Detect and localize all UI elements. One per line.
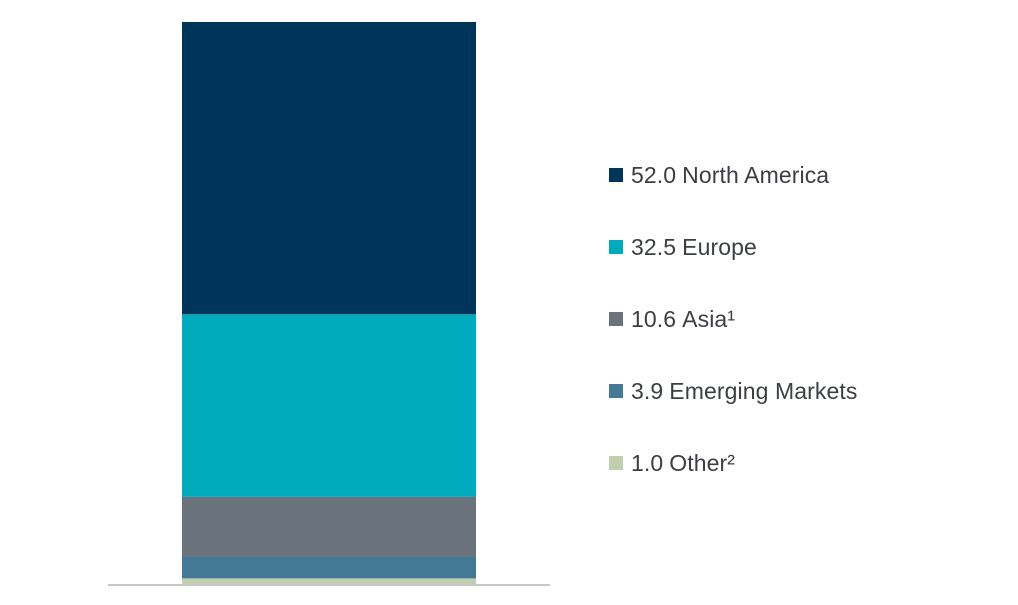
legend-label: 1.0 Other² (631, 450, 735, 477)
legend-value: 32.5 (631, 233, 677, 260)
legend-item: 3.9 Emerging Markets (609, 371, 1009, 411)
legend-label: 52.0 North America (631, 162, 829, 189)
legend-swatch (609, 312, 623, 326)
legend-label: 3.9 Emerging Markets (631, 378, 858, 405)
legend-value: 3.9 (631, 377, 664, 404)
legend-item: 32.5 Europe (609, 227, 1009, 267)
bar-segment-europe (182, 314, 476, 497)
chart-legend: 52.0 North America 32.5 Europe 10.6 Asia¹ 3.9 E… (609, 155, 1009, 515)
legend-swatch (609, 168, 623, 182)
legend-item: 10.6 Asia¹ (609, 299, 1009, 339)
legend-value: 10.6 (631, 305, 677, 332)
legend-item: 52.0 North America (609, 155, 1009, 195)
legend-value: 1.0 (631, 449, 664, 476)
bar-segment-emerging-markets (182, 556, 476, 579)
legend-swatch (609, 240, 623, 254)
legend-swatch (609, 384, 623, 398)
legend-series-name: Asia¹ (682, 305, 736, 332)
bar-segment-other (182, 578, 476, 584)
legend-label: 32.5 Europe (631, 234, 757, 261)
legend-label: 10.6 Asia¹ (631, 306, 735, 333)
legend-series-name: North America (682, 161, 830, 188)
bar-segment-north-america (182, 22, 476, 315)
legend-item: 1.0 Other² (609, 443, 1009, 483)
legend-series-name: Other² (669, 449, 736, 476)
legend-value: 52.0 (631, 161, 677, 188)
bar-segment-asia (182, 496, 476, 557)
legend-swatch (609, 456, 623, 470)
legend-series-name: Europe (682, 233, 757, 260)
legend-series-name: Emerging Markets (669, 377, 858, 404)
